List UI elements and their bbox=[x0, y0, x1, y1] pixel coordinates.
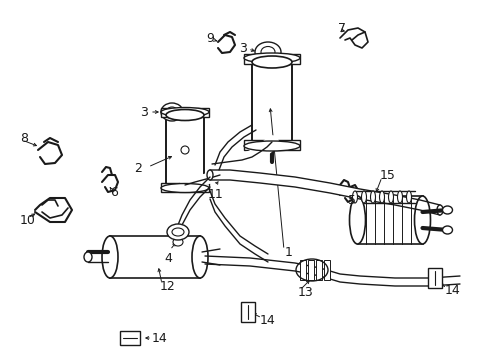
Polygon shape bbox=[244, 54, 299, 64]
Ellipse shape bbox=[414, 196, 429, 244]
Polygon shape bbox=[419, 200, 439, 215]
Ellipse shape bbox=[442, 206, 451, 214]
Ellipse shape bbox=[352, 191, 357, 203]
Ellipse shape bbox=[102, 236, 118, 278]
Bar bbox=[427, 268, 441, 288]
Ellipse shape bbox=[192, 236, 207, 278]
Polygon shape bbox=[329, 183, 359, 199]
Bar bbox=[324, 260, 329, 280]
Polygon shape bbox=[161, 108, 208, 117]
Text: 14: 14 bbox=[444, 284, 460, 297]
Bar bbox=[165, 115, 203, 185]
Ellipse shape bbox=[206, 170, 213, 180]
Ellipse shape bbox=[406, 191, 411, 203]
Text: 1: 1 bbox=[285, 246, 292, 258]
Text: 10: 10 bbox=[20, 213, 36, 226]
Polygon shape bbox=[244, 140, 299, 150]
Polygon shape bbox=[294, 177, 329, 193]
Text: 7: 7 bbox=[337, 22, 346, 35]
Ellipse shape bbox=[244, 53, 299, 63]
Ellipse shape bbox=[379, 191, 384, 203]
Bar bbox=[357, 196, 422, 244]
Text: 13: 13 bbox=[297, 285, 313, 298]
Text: 12: 12 bbox=[160, 280, 175, 293]
Text: 6: 6 bbox=[110, 185, 118, 198]
Ellipse shape bbox=[244, 141, 299, 151]
Text: 4: 4 bbox=[164, 252, 172, 265]
Ellipse shape bbox=[172, 228, 183, 236]
Ellipse shape bbox=[161, 108, 208, 117]
Text: 11: 11 bbox=[207, 188, 224, 201]
Bar bbox=[241, 302, 254, 322]
Ellipse shape bbox=[370, 191, 375, 203]
Ellipse shape bbox=[261, 46, 274, 58]
Ellipse shape bbox=[161, 103, 183, 121]
Text: 14: 14 bbox=[152, 332, 167, 345]
Ellipse shape bbox=[387, 191, 393, 203]
Text: 3: 3 bbox=[140, 105, 148, 118]
Bar bbox=[315, 260, 321, 280]
Polygon shape bbox=[359, 189, 394, 205]
Text: 9: 9 bbox=[206, 32, 214, 45]
Ellipse shape bbox=[361, 191, 366, 203]
Ellipse shape bbox=[165, 109, 203, 121]
Text: 15: 15 bbox=[379, 168, 395, 181]
Bar bbox=[110, 236, 200, 278]
Text: 5: 5 bbox=[347, 194, 355, 207]
Bar bbox=[120, 331, 140, 345]
Bar bbox=[251, 62, 291, 142]
Ellipse shape bbox=[254, 42, 281, 62]
Ellipse shape bbox=[181, 146, 189, 154]
Ellipse shape bbox=[161, 184, 208, 193]
Ellipse shape bbox=[173, 238, 183, 246]
Text: 8: 8 bbox=[20, 131, 28, 144]
Text: 3: 3 bbox=[239, 41, 246, 54]
Ellipse shape bbox=[167, 233, 189, 251]
Bar bbox=[307, 260, 313, 280]
Polygon shape bbox=[161, 183, 208, 192]
Ellipse shape bbox=[436, 205, 442, 215]
Ellipse shape bbox=[349, 196, 365, 244]
Polygon shape bbox=[229, 170, 260, 183]
Ellipse shape bbox=[84, 252, 92, 262]
Ellipse shape bbox=[397, 191, 402, 203]
Ellipse shape bbox=[167, 224, 189, 240]
Text: 2: 2 bbox=[134, 162, 142, 175]
Polygon shape bbox=[209, 170, 229, 180]
Ellipse shape bbox=[165, 107, 178, 117]
Polygon shape bbox=[394, 195, 419, 210]
Polygon shape bbox=[260, 173, 294, 187]
Text: 14: 14 bbox=[260, 314, 275, 327]
Ellipse shape bbox=[251, 56, 291, 68]
Bar bbox=[299, 260, 305, 280]
Ellipse shape bbox=[442, 226, 451, 234]
